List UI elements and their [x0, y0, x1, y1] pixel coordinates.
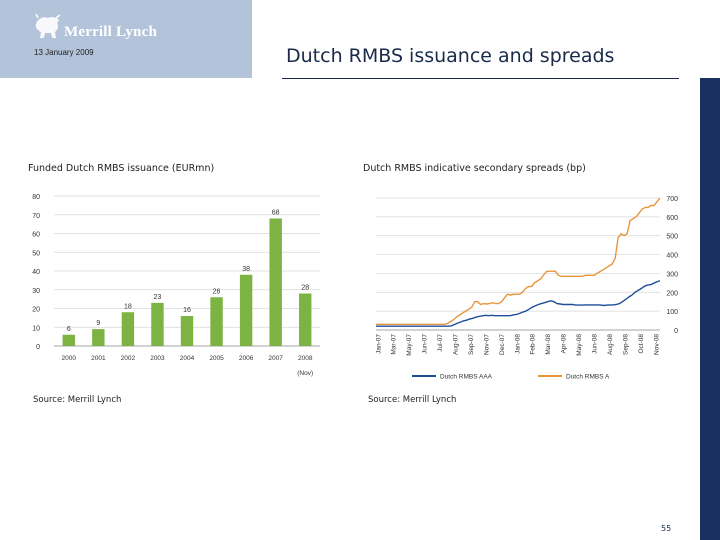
line-chart-series [376, 197, 661, 327]
bar-x-tick-label: 2001 [91, 355, 106, 362]
bar-y-tick-label: 10 [32, 325, 40, 332]
bar-2004 [180, 316, 194, 346]
line-x-tick-label: Aug-07 [452, 334, 459, 355]
bar-x-tick-label: 2004 [180, 355, 195, 362]
bar-data-label: 38 [242, 266, 250, 273]
line-chart-y-ticks: 0 100 200 300 400 500 600 700 [666, 196, 678, 335]
line-y-tick-label: 400 [666, 253, 678, 260]
left-chart-source: Source: Merrill Lynch [33, 395, 122, 405]
bar-data-label: 23 [154, 294, 162, 301]
logo-panel: Merrill Lynch 13 January 2009 [0, 0, 252, 78]
side-stripe [700, 78, 720, 540]
line-x-tick-label: Jun-08 [591, 334, 598, 354]
line-y-tick-label: 300 [666, 271, 678, 278]
line-x-tick-label: Jun-07 [422, 334, 429, 354]
line-x-tick-label: Mar-08 [545, 334, 552, 355]
bar-chart-bars [62, 218, 312, 346]
line-x-tick-label: Nov-07 [483, 334, 490, 355]
series-line-0 [376, 279, 661, 327]
line-x-tick-label: Nov-08 [653, 334, 660, 355]
line-y-tick-label: 200 [666, 290, 678, 297]
bar-data-label: 6 [67, 326, 71, 333]
bar-chart-y-ticks: 0 10 20 30 40 50 60 70 80 [32, 194, 40, 351]
bar-y-tick-label: 50 [32, 250, 40, 257]
bar-x-tick-label: 2003 [150, 355, 165, 362]
line-x-tick-label: Oct-08 [638, 334, 645, 354]
line-chart-grid [376, 197, 660, 331]
bar-x-tick-label: 2000 [62, 355, 77, 362]
title-divider [282, 78, 679, 79]
bar-data-label: 28 [301, 285, 309, 292]
right-chart-subtitle: Dutch RMBS indicative secondary spreads … [363, 163, 586, 174]
line-x-tick-label: Sep-08 [622, 334, 629, 355]
bar-y-tick-label: 0 [36, 344, 40, 351]
line-x-tick-label: Dec-07 [499, 334, 506, 355]
line-chart-legend: Dutch RMBS AAA Dutch RMBS A [412, 374, 610, 381]
bar-y-tick-label: 60 [32, 232, 40, 239]
bar-x-category-note: (Nov) [297, 370, 313, 377]
bar-2001 [92, 329, 105, 346]
bar-data-label: 18 [124, 303, 132, 310]
line-x-tick-label: May-07 [406, 334, 413, 356]
bull-logo-icon [35, 14, 61, 38]
series-line-1 [376, 197, 661, 326]
bar-data-label: 26 [213, 288, 221, 295]
bar-data-label: 9 [96, 320, 100, 327]
bar-y-tick-label: 30 [32, 288, 40, 295]
line-y-tick-label: 700 [666, 196, 678, 203]
bar-data-label: 16 [183, 307, 191, 314]
line-chart-x-ticks: Jan-07 Mar-07 May-07 Jun-07 Jul-07 Aug-07 Sep-… [375, 334, 660, 356]
bar-chart-data-labels: 6 9 18 23 16 26 38 68 28 [67, 210, 309, 333]
bar-2003 [151, 302, 164, 346]
line-y-tick-label: 100 [666, 309, 678, 316]
right-chart-source: Source: Merrill Lynch [368, 395, 457, 405]
bar-y-tick-label: 20 [32, 307, 40, 314]
line-x-tick-label: Feb-08 [530, 334, 537, 355]
line-x-tick-label: Apr-08 [561, 334, 568, 354]
line-x-tick-label: Sep-07 [468, 334, 475, 355]
line-y-tick-label: 0 [674, 328, 678, 335]
bar-y-tick-label: 40 [32, 269, 40, 276]
bar-2006 [239, 274, 253, 346]
bar-2007 [269, 218, 282, 346]
bar-x-tick-label: 2005 [209, 355, 224, 362]
line-x-tick-label: Aug-08 [607, 334, 614, 355]
company-logo-text: Merrill Lynch [64, 24, 158, 40]
bar-2000 [62, 334, 75, 346]
bar-2008 [299, 293, 312, 346]
legend-label: Dutch RMBS A [566, 374, 610, 381]
bar-x-tick-label: 2006 [239, 355, 254, 362]
line-x-tick-label: Jan-08 [514, 334, 521, 354]
bar-x-tick-label: 2007 [268, 355, 283, 362]
spreads-line-chart: 0 100 200 300 400 500 600 700 Jan-07 Mar-07 May-0… [375, 196, 678, 381]
page-number: 55 [661, 524, 672, 533]
line-x-tick-label: Mar-07 [391, 334, 398, 355]
line-y-tick-label: 600 [666, 215, 678, 222]
legend-label: Dutch RMBS AAA [440, 374, 493, 381]
bar-data-label: 68 [272, 210, 280, 217]
bar-chart-grid [54, 195, 320, 347]
bar-y-tick-label: 70 [32, 213, 40, 220]
bar-chart-x-ticks: 2000 2001 2002 2003 2004 2005 2006 2007 2008 (Nov… [62, 355, 314, 377]
line-y-tick-label: 500 [666, 234, 678, 241]
bar-2005 [210, 297, 223, 346]
bar-2002 [121, 312, 135, 346]
line-x-tick-label: May-08 [576, 334, 583, 356]
left-chart-subtitle: Funded Dutch RMBS issuance (EURmn) [28, 163, 215, 174]
page-title: Dutch RMBS issuance and spreads [286, 45, 615, 67]
bar-y-tick-label: 80 [32, 194, 40, 201]
bar-x-tick-label: 2008 [298, 355, 313, 362]
line-x-tick-label: Jan-07 [375, 334, 382, 354]
report-date: 13 January 2009 [34, 48, 94, 57]
line-x-tick-label: Jul-07 [437, 334, 444, 352]
bar-x-tick-label: 2002 [121, 355, 136, 362]
